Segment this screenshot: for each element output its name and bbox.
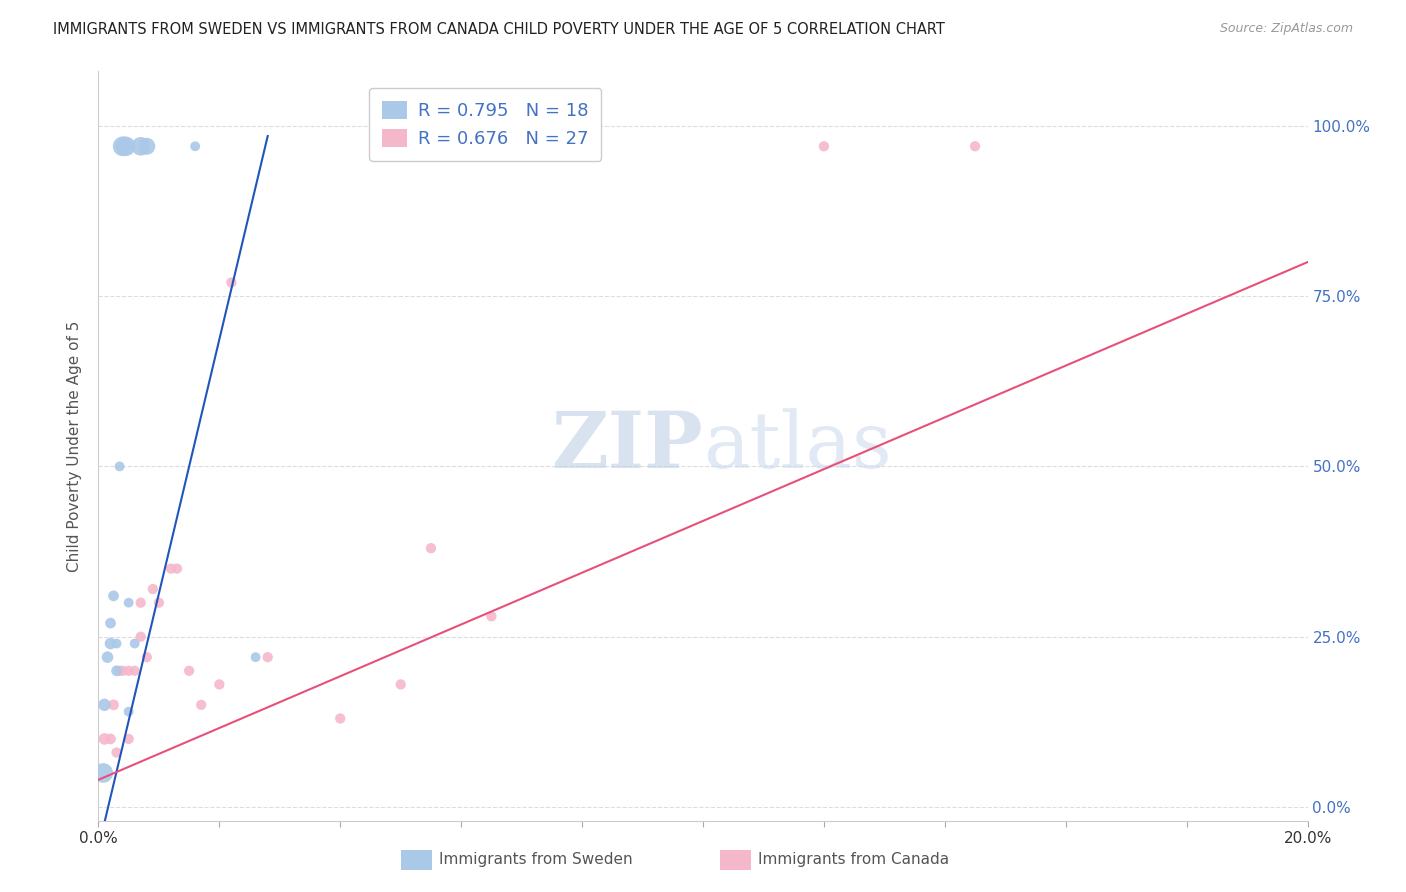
Point: [105, 664, 128, 678]
Point: [100, 636, 122, 650]
Point: [129, 630, 152, 644]
Point: [100, 616, 122, 631]
Point: [166, 561, 188, 575]
Point: [93, 698, 115, 712]
Point: [118, 664, 141, 678]
Point: [103, 589, 125, 603]
Point: [111, 664, 134, 678]
Point: [129, 139, 152, 153]
Point: [118, 596, 141, 610]
Legend: R = 0.795   N = 18, R = 0.676   N = 27: R = 0.795 N = 18, R = 0.676 N = 27: [370, 88, 602, 161]
Y-axis label: Child Poverty Under the Age of 5: Child Poverty Under the Age of 5: [67, 320, 83, 572]
Point: [100, 731, 122, 746]
Point: [114, 139, 136, 153]
Text: Immigrants from Sweden: Immigrants from Sweden: [439, 853, 633, 867]
Point: [420, 541, 443, 556]
Point: [135, 139, 157, 153]
Point: [129, 596, 152, 610]
Point: [160, 561, 183, 575]
Point: [208, 677, 231, 691]
Point: [93, 731, 115, 746]
Point: [190, 698, 212, 712]
Point: [124, 636, 146, 650]
Point: [965, 139, 987, 153]
Point: [184, 139, 207, 153]
Text: ZIP: ZIP: [551, 408, 703, 484]
Text: Immigrants from Canada: Immigrants from Canada: [758, 853, 949, 867]
Point: [245, 650, 267, 665]
Point: [103, 698, 125, 712]
Point: [256, 650, 278, 665]
Point: [105, 636, 128, 650]
Point: [389, 677, 412, 691]
Point: [221, 276, 243, 290]
Point: [179, 664, 201, 678]
Point: [96, 650, 118, 665]
Point: [135, 650, 157, 665]
Point: [108, 664, 131, 678]
Point: [118, 731, 141, 746]
Point: [118, 705, 141, 719]
Point: [142, 582, 165, 596]
Point: [124, 664, 146, 678]
Point: [108, 459, 131, 474]
Point: [105, 746, 128, 760]
Point: [481, 609, 503, 624]
Text: Source: ZipAtlas.com: Source: ZipAtlas.com: [1219, 22, 1353, 36]
Point: [111, 139, 134, 153]
Point: [148, 596, 170, 610]
Text: IMMIGRANTS FROM SWEDEN VS IMMIGRANTS FROM CANADA CHILD POVERTY UNDER THE AGE OF : IMMIGRANTS FROM SWEDEN VS IMMIGRANTS FRO…: [53, 22, 945, 37]
Text: atlas: atlas: [703, 409, 891, 483]
Point: [329, 711, 352, 725]
Point: [91, 766, 114, 780]
Point: [813, 139, 835, 153]
